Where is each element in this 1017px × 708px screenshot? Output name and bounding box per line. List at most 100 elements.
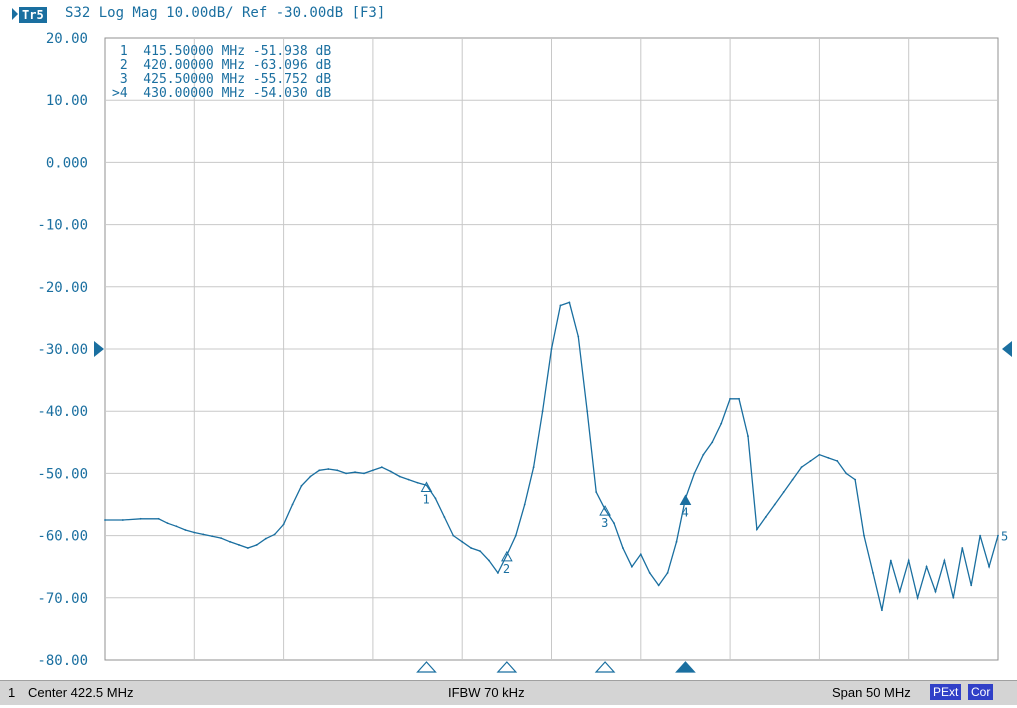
trace-point <box>845 472 848 475</box>
trace-point <box>470 547 473 549</box>
reference-level-arrow-right-icon[interactable] <box>1002 341 1012 357</box>
trace-point <box>166 522 169 525</box>
trace-point <box>747 435 749 437</box>
trace-point <box>139 517 142 520</box>
cor-badge[interactable]: Cor <box>968 684 994 700</box>
trace-point <box>693 472 696 475</box>
pext-badge[interactable]: PExt <box>930 684 962 700</box>
marker-position-icon[interactable] <box>675 661 696 673</box>
trace-point <box>595 491 598 493</box>
trace-point <box>773 503 776 506</box>
trace-point <box>327 468 330 470</box>
marker-readout: 3 425.50000 MHz -55.752 dB <box>112 72 331 87</box>
marker-label: 3 <box>601 516 608 530</box>
marker-triangle-icon[interactable] <box>420 481 433 492</box>
marker-label: 2 <box>503 562 510 576</box>
trace-badge[interactable]: Tr5 <box>19 7 47 23</box>
trace-point <box>764 516 767 518</box>
trace-point <box>782 491 785 493</box>
trace-point <box>157 517 160 520</box>
trace-point <box>202 533 205 536</box>
trace-point <box>461 540 464 543</box>
marker-position-icon[interactable] <box>496 661 518 673</box>
trace-point <box>452 534 455 537</box>
trace-point <box>961 547 964 549</box>
trace-point <box>398 475 401 478</box>
trace-end-label: 5 <box>1001 530 1008 544</box>
trace-point <box>309 475 312 478</box>
trace-point <box>568 301 571 304</box>
trace-point <box>577 335 580 338</box>
trace-point <box>264 537 267 540</box>
marker-triangle-icon[interactable] <box>679 494 692 505</box>
trace-point <box>104 519 106 521</box>
trace-point <box>559 304 562 307</box>
trace-point <box>836 460 839 462</box>
trace-point <box>372 469 374 472</box>
marker-position-icon[interactable] <box>416 661 437 673</box>
trace-point <box>952 596 955 599</box>
trace-point <box>434 497 437 500</box>
trace-point <box>532 466 535 469</box>
trace-point <box>818 453 821 456</box>
trace-point <box>121 519 124 521</box>
y-tick-label: -20.00 <box>37 280 88 296</box>
trace-point <box>925 565 928 568</box>
trace-point <box>755 528 758 531</box>
y-tick-label: -60.00 <box>37 529 88 545</box>
trace-point <box>702 453 705 456</box>
trace-point <box>541 410 544 413</box>
channel-number[interactable]: 1 <box>8 685 16 700</box>
trace-point <box>809 460 812 462</box>
center-frequency[interactable]: Center 422.5 MHz <box>28 685 134 700</box>
trace-point <box>675 540 678 543</box>
trace-point <box>604 508 606 511</box>
ifbw-value[interactable]: IFBW 70 kHz <box>448 685 525 700</box>
chart-area[interactable]: 20.00 10.00 0.000 -10.00 -20.00 -30.00 -40.00 -… <box>0 0 1017 680</box>
trace-point <box>389 470 392 473</box>
trace-point <box>425 484 428 487</box>
trace-point <box>898 590 901 593</box>
trace-point <box>988 565 990 568</box>
trace-point <box>827 456 830 459</box>
marker-position-icon[interactable] <box>594 661 616 673</box>
trace-point <box>514 534 517 537</box>
marker-readout: >4 430.00000 MHz -54.030 dB <box>112 86 331 101</box>
marker-triangle-icon[interactable] <box>501 550 513 562</box>
span-value[interactable]: Span 50 MHz <box>832 685 911 700</box>
trace-point <box>916 596 919 599</box>
trace-point <box>586 410 589 413</box>
trace-point <box>488 559 490 562</box>
trace-point <box>523 503 526 506</box>
trace-point <box>997 534 999 537</box>
trace-point <box>238 544 240 546</box>
trace-point <box>380 466 383 469</box>
trace-point <box>211 535 214 538</box>
trace-point <box>943 559 946 562</box>
trace-point <box>613 522 615 525</box>
trace-point <box>282 523 285 526</box>
trace-point <box>738 397 740 400</box>
trace-point <box>854 478 857 481</box>
marker-label: 1 <box>422 492 429 506</box>
trace-point <box>630 565 633 568</box>
trace-point <box>345 472 348 475</box>
trace-header: Tr5 S32 Log Mag 10.00dB/ Ref -30.00dB [F… <box>0 0 1017 30</box>
trace-point <box>881 609 883 612</box>
trace-point <box>863 534 865 537</box>
trace-point <box>800 466 803 469</box>
trace-point <box>300 484 303 487</box>
marker-triangle-icon[interactable] <box>599 505 611 516</box>
trace-point <box>336 469 339 472</box>
trace-point <box>791 478 794 481</box>
y-tick-label: -10.00 <box>37 218 88 234</box>
trace-point <box>291 503 294 506</box>
trace-point <box>889 559 892 562</box>
trace-point <box>907 559 910 562</box>
trace-point <box>550 348 553 350</box>
trace-point <box>505 553 508 556</box>
reference-level-arrow-icon[interactable] <box>94 341 104 357</box>
trace-point <box>648 572 651 574</box>
trace-point <box>220 537 222 539</box>
